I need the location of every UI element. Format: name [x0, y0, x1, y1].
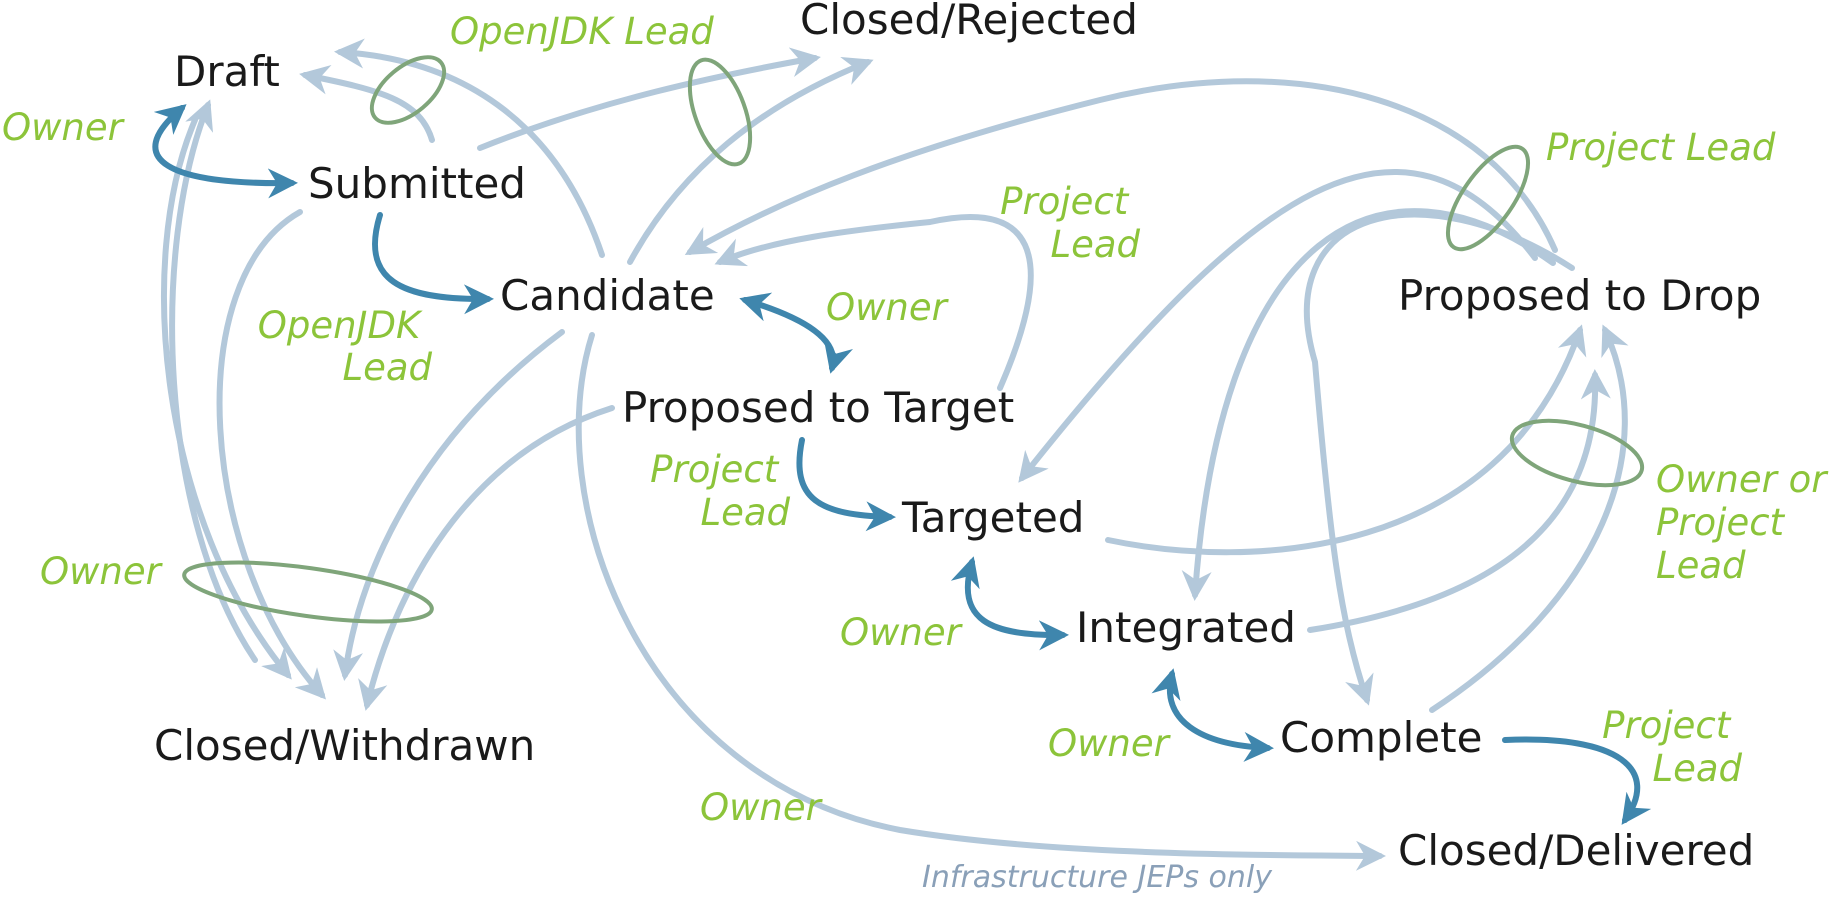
ring-owner-or-project-lead: [1509, 418, 1645, 488]
edge-draft-submitted: [152, 104, 298, 199]
edge-ptt-to-withdrawn: [358, 405, 615, 711]
state-integrated: Integrated: [1076, 603, 1296, 652]
edge-candidate-to-draft: [334, 38, 605, 258]
role-owner-integrated: Owner: [840, 611, 964, 654]
state-complete: Complete: [1280, 713, 1482, 762]
edge-targeted-to-drop: [1105, 324, 1587, 556]
role-project-lead-delivered: Project Lead: [1602, 704, 1742, 790]
role-openjdk-lead-candidate: OpenJDK Lead: [258, 304, 433, 389]
state-closed-rejected: Closed/Rejected: [800, 0, 1138, 44]
edge-ptt-to-candidate: [714, 214, 1034, 391]
edge-candidate-to-delivered: [575, 332, 1386, 871]
edge-candidate-to-rejected: [627, 56, 874, 265]
role-openjdk-lead-top: OpenJDK Lead: [450, 10, 714, 53]
edge-targeted-integrated: [950, 556, 1069, 651]
ring-openjdk-lead-rejected: [687, 57, 753, 167]
edge-drop-to-candidate: [684, 78, 1558, 256]
state-closed-withdrawn: Closed/Withdrawn: [154, 721, 535, 770]
state-closed-delivered: Closed/Delivered: [1398, 826, 1754, 875]
role-owner-complete: Owner: [1048, 722, 1172, 765]
role-owner-draft: Owner: [2, 106, 126, 149]
state-submitted: Submitted: [308, 159, 526, 208]
role-owner-candidate: Owner: [826, 286, 950, 329]
state-proposed-to-drop: Proposed to Drop: [1398, 271, 1761, 320]
edge-ptt-to-targeted: [796, 437, 896, 532]
states: Draft Submitted Candidate Proposed to Ta…: [154, 0, 1761, 875]
ring-openjdk-lead-top: [369, 55, 447, 125]
edge-candidate-ptt: [739, 292, 853, 374]
edge-candidate-to-withdrawn: [333, 329, 565, 681]
edge-drop-to-integrated: [1181, 208, 1556, 601]
primary-transitions: [152, 104, 1652, 825]
role-project-lead-ptt: Project Lead: [650, 448, 790, 534]
edge-submitted-to-rejected: [477, 47, 821, 151]
role-owner-or-project-lead: Owner or Project Lead: [1656, 458, 1836, 587]
role-project-lead-drop: Project Lead: [1546, 126, 1776, 169]
state-targeted: Targeted: [901, 493, 1084, 542]
authority-rings: [182, 55, 1645, 624]
edge-drop-to-complete: [1303, 211, 1575, 706]
edge-complete-to-drop: [1429, 324, 1629, 713]
secondary-transitions: [161, 38, 1629, 871]
edge-submitted-to-draft: [299, 64, 435, 143]
state-proposed-to-target: Proposed to Target: [622, 383, 1014, 432]
edge-integrated-to-drop: [1307, 369, 1611, 633]
note-infrastructure-only: Infrastructure JEPs only: [922, 860, 1273, 895]
roles: Owner OpenJDK Lead OpenJDK Lead Owner Pr…: [2, 10, 1836, 829]
ring-owner-withdrawn: [182, 560, 434, 624]
role-project-lead-targeted: Project Lead: [1000, 180, 1140, 266]
edge-submitted-to-withdrawn: [216, 209, 327, 700]
role-owner-withdrawn: Owner: [40, 550, 164, 593]
state-draft: Draft: [174, 47, 280, 96]
state-candidate: Candidate: [500, 271, 715, 320]
edge-integrated-complete: [1151, 668, 1274, 762]
edge-submitted-to-candidate: [372, 212, 494, 315]
role-owner-delivered: Owner: [700, 786, 824, 829]
ring-project-lead-drop: [1445, 144, 1531, 252]
edge-drop-to-targeted: [1018, 168, 1538, 483]
edge-complete-to-delivered: [1502, 736, 1652, 825]
